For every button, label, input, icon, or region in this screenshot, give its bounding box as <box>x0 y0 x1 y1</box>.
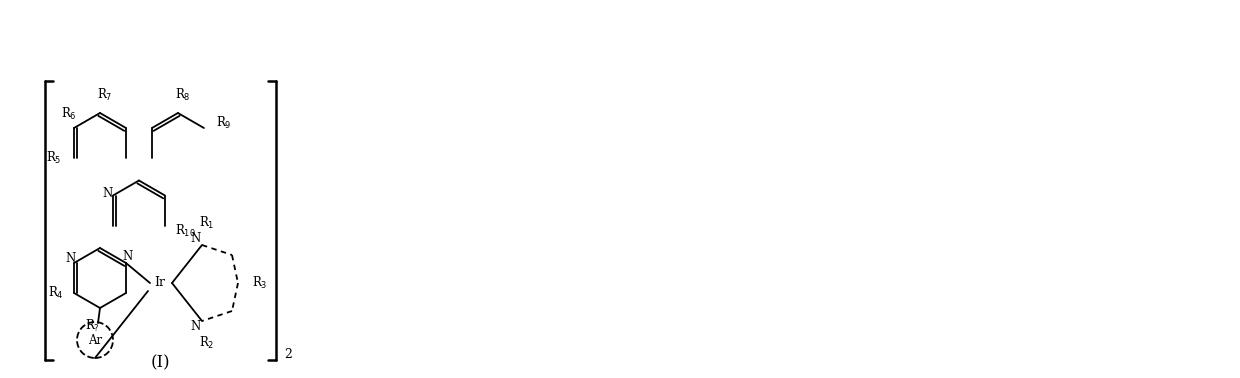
Text: R$_{?}$: R$_{?}$ <box>84 318 99 334</box>
Text: (Ⅰ): (Ⅰ) <box>151 355 170 372</box>
Text: Ar: Ar <box>88 333 102 347</box>
Text: R$_{9}$: R$_{9}$ <box>216 115 232 131</box>
Text: Ir: Ir <box>155 276 165 290</box>
Text: 2: 2 <box>284 349 291 361</box>
Text: N: N <box>191 321 201 333</box>
Text: R$_{6}$: R$_{6}$ <box>61 106 77 122</box>
Text: R$_{8}$: R$_{8}$ <box>175 87 191 103</box>
Text: R$_{2}$: R$_{2}$ <box>200 335 215 351</box>
Text: N: N <box>123 249 133 262</box>
Text: R$_{5}$: R$_{5}$ <box>46 150 62 166</box>
Text: N: N <box>191 232 201 245</box>
Text: R$_{10}$: R$_{10}$ <box>175 222 196 239</box>
Text: N: N <box>103 187 113 200</box>
Text: N: N <box>66 251 76 265</box>
Text: R$_{3}$: R$_{3}$ <box>252 275 268 291</box>
Text: R$_{1}$: R$_{1}$ <box>200 215 215 231</box>
Text: R$_{4}$: R$_{4}$ <box>48 285 64 301</box>
Text: R$_{7}$: R$_{7}$ <box>97 87 113 103</box>
